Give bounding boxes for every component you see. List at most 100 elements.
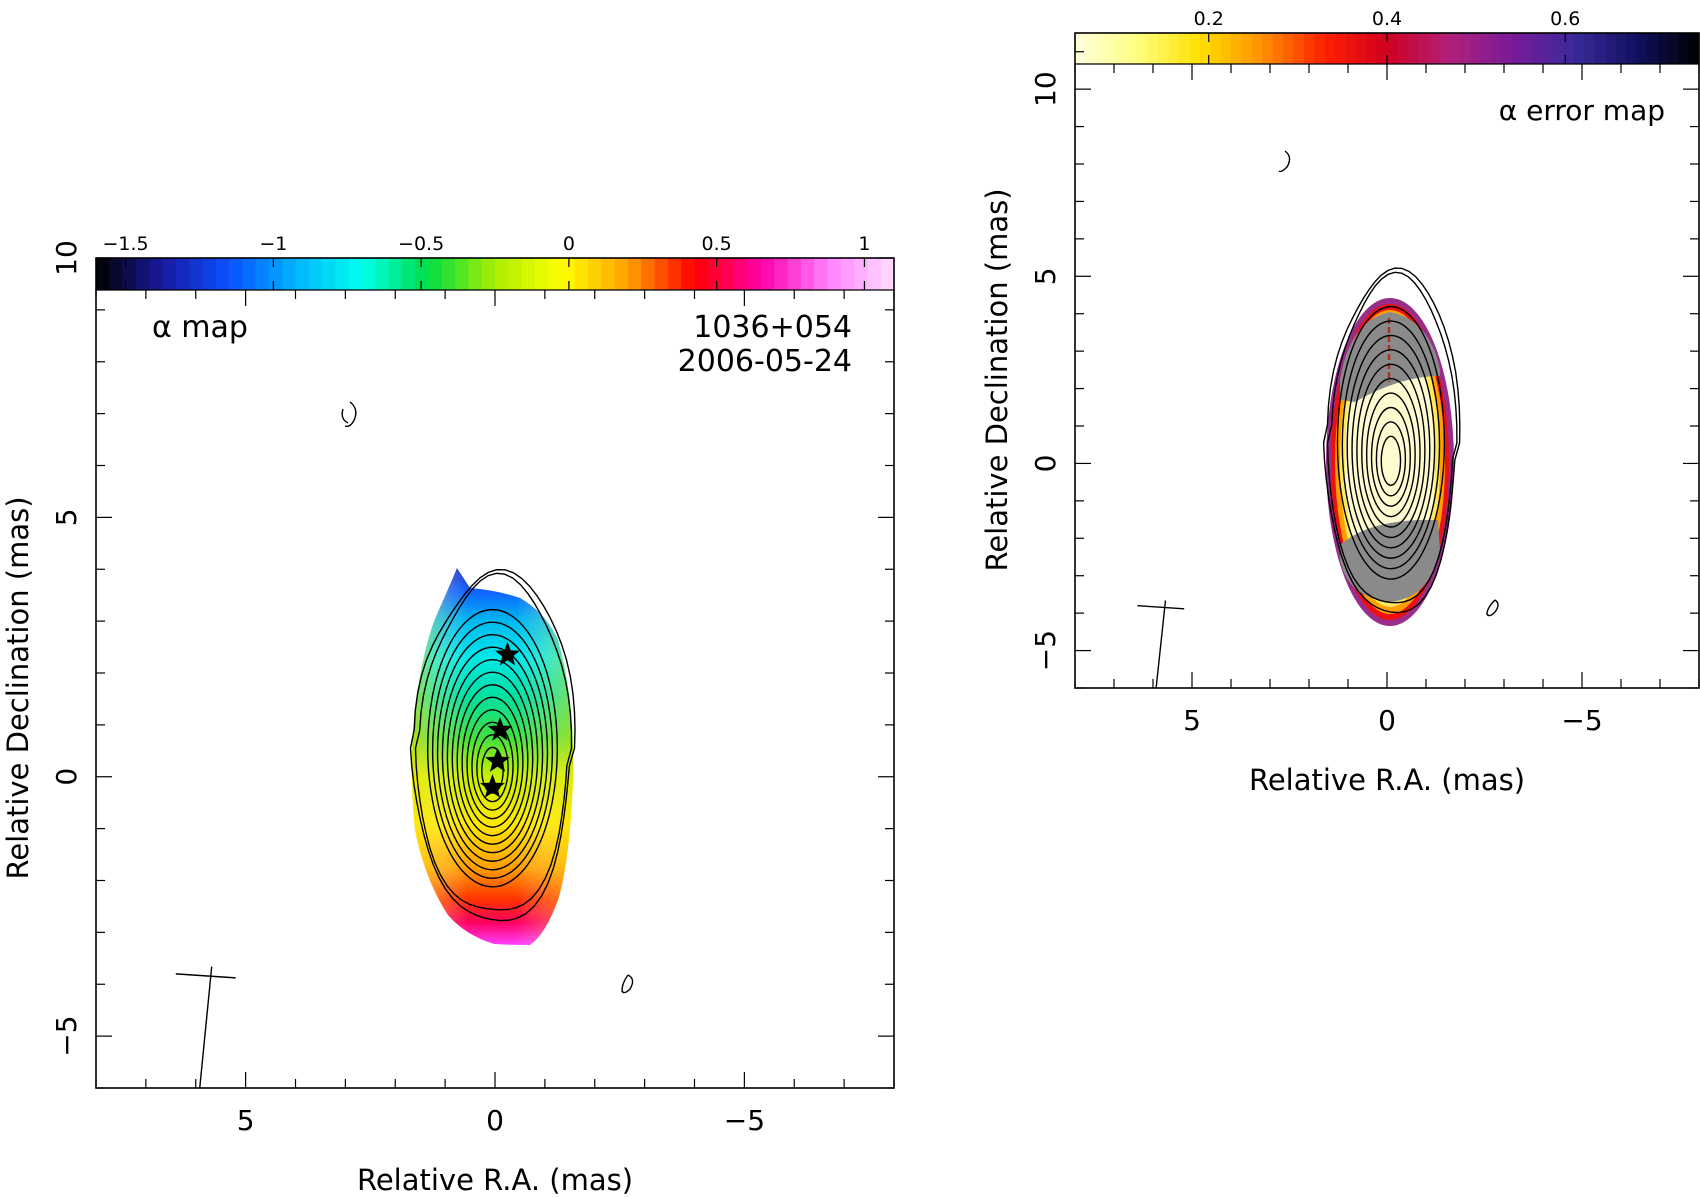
contour-level bbox=[431, 621, 554, 879]
component-star bbox=[495, 641, 520, 666]
alpha-map-title: α map bbox=[152, 310, 248, 345]
colorbar-cell bbox=[681, 258, 696, 290]
colorbar-cell bbox=[561, 258, 576, 290]
colorbar-cell bbox=[588, 258, 602, 290]
colorbar-cell bbox=[1688, 33, 1700, 64]
colorbar-cell bbox=[774, 258, 789, 290]
colorbar-cell bbox=[388, 258, 403, 290]
colorbar-cell bbox=[135, 258, 150, 290]
colorbar-cell bbox=[1283, 33, 1294, 64]
contour-level bbox=[1346, 334, 1436, 559]
colorbar-cell bbox=[1314, 33, 1326, 64]
colorbar-cell bbox=[1116, 33, 1128, 64]
error-map-title: α error map bbox=[1499, 94, 1665, 127]
contour-level bbox=[1380, 435, 1402, 487]
colorbar-cell bbox=[1387, 33, 1398, 64]
colorbar-cell bbox=[707, 258, 722, 290]
colorbar-cell bbox=[1106, 33, 1118, 64]
colorbar-cell bbox=[814, 258, 829, 290]
colorbar-cell bbox=[428, 258, 443, 290]
colorbar-cell bbox=[1553, 33, 1565, 64]
colorbar-cell bbox=[1262, 33, 1274, 64]
y-tick-label: 5 bbox=[50, 508, 83, 526]
contour-level bbox=[461, 696, 524, 828]
colorbar-cell bbox=[295, 258, 310, 290]
colorbar-cell bbox=[495, 258, 509, 290]
colorbar-cell bbox=[1563, 33, 1575, 64]
colorbar-cell bbox=[1428, 33, 1440, 64]
beam-cross bbox=[1137, 600, 1185, 688]
colorbar-cell bbox=[175, 258, 190, 290]
colorbar-cell bbox=[1626, 33, 1638, 64]
alpha-x-axis-label: Relative R.A. (mas) bbox=[357, 1163, 633, 1197]
colorbar-cell bbox=[840, 258, 855, 290]
colorbar-tick-label: −0.5 bbox=[398, 233, 444, 255]
colorbar-cell bbox=[1459, 33, 1471, 64]
noise-contour bbox=[1278, 150, 1291, 173]
colorbar-cell bbox=[1501, 33, 1513, 64]
contour-level bbox=[1365, 392, 1416, 518]
alpha-colorbar bbox=[96, 258, 895, 291]
colorbar-cell bbox=[308, 258, 323, 290]
colorbar-tick-label: 0.6 bbox=[1550, 8, 1580, 30]
colorbar-cell bbox=[1293, 33, 1305, 64]
alpha-map-panel: −1.5 −1 −0.5 0 0.5 1 5 0 −5 −5 0 5 10 α map 1036+05… bbox=[1, 233, 895, 1197]
colorbar-cell bbox=[122, 258, 137, 290]
alpha-map-axes: 5 0 −5 −5 0 5 10 bbox=[50, 240, 895, 1137]
colorbar-cell bbox=[641, 258, 656, 290]
colorbar-cell bbox=[880, 258, 895, 290]
colorbar-cell bbox=[1532, 33, 1544, 64]
colorbar-cell bbox=[1636, 33, 1648, 64]
x-tick-label: −5 bbox=[1561, 704, 1602, 737]
colorbar-cell bbox=[1522, 33, 1534, 64]
source-name: 1036+054 bbox=[693, 310, 852, 345]
contour-level bbox=[1356, 363, 1426, 539]
colorbar-cell bbox=[1075, 33, 1086, 64]
colorbar-cell bbox=[1272, 33, 1284, 64]
colorbar-tick-label: −1 bbox=[259, 233, 287, 255]
alpha-map-image bbox=[175, 401, 634, 1088]
alpha-edge-tint bbox=[411, 568, 574, 945]
y-tick-label: 10 bbox=[1029, 71, 1062, 107]
colorbar-cell bbox=[1127, 33, 1138, 64]
outer-contour bbox=[414, 572, 573, 911]
colorbar-tick-label: 0.5 bbox=[702, 233, 732, 255]
colorbar-cell bbox=[1220, 33, 1232, 64]
component-star bbox=[487, 717, 513, 741]
x-tick-label: 0 bbox=[486, 1104, 504, 1137]
colorbar-cell bbox=[667, 258, 682, 290]
colorbar-cell bbox=[96, 258, 110, 290]
colorbar-cell bbox=[654, 258, 669, 290]
colorbar-cell bbox=[468, 258, 483, 290]
colorbar-cell bbox=[481, 258, 496, 290]
colorbar-cell bbox=[787, 258, 802, 290]
colorbar-cell bbox=[415, 258, 430, 290]
contour-level bbox=[446, 659, 539, 854]
colorbar-cell bbox=[548, 258, 563, 290]
contour-level bbox=[466, 709, 519, 820]
colorbar-cell bbox=[747, 258, 762, 290]
colorbar-cell bbox=[162, 258, 177, 290]
colorbar-cell bbox=[1168, 33, 1180, 64]
colorbar-cell bbox=[335, 258, 350, 290]
error-intensity-contours bbox=[1322, 267, 1461, 614]
colorbar-cell bbox=[189, 258, 203, 290]
colorbar-cell bbox=[1418, 33, 1430, 64]
colorbar-cell bbox=[1605, 33, 1617, 64]
colorbar-tick-label: 1 bbox=[858, 233, 870, 255]
x-tick-label: −5 bbox=[724, 1104, 765, 1137]
y-tick-label: −5 bbox=[50, 1015, 83, 1056]
colorbar-cell bbox=[322, 258, 336, 290]
colorbar-cell bbox=[1345, 33, 1357, 64]
colorbar-tick-label: 0.4 bbox=[1372, 8, 1402, 30]
colorbar-cell bbox=[242, 258, 257, 290]
alpha-colorbar-ticks: −1.5 −1 −0.5 0 0.5 1 bbox=[102, 233, 870, 290]
contour-level bbox=[471, 721, 514, 811]
colorbar-cell bbox=[854, 258, 868, 290]
colorbar-cell bbox=[268, 258, 283, 290]
noise-contour bbox=[1486, 599, 1499, 617]
colorbar-cell bbox=[1615, 33, 1627, 64]
contour-level bbox=[456, 684, 529, 837]
colorbar-cell bbox=[375, 258, 390, 290]
contour-level bbox=[1375, 421, 1407, 497]
